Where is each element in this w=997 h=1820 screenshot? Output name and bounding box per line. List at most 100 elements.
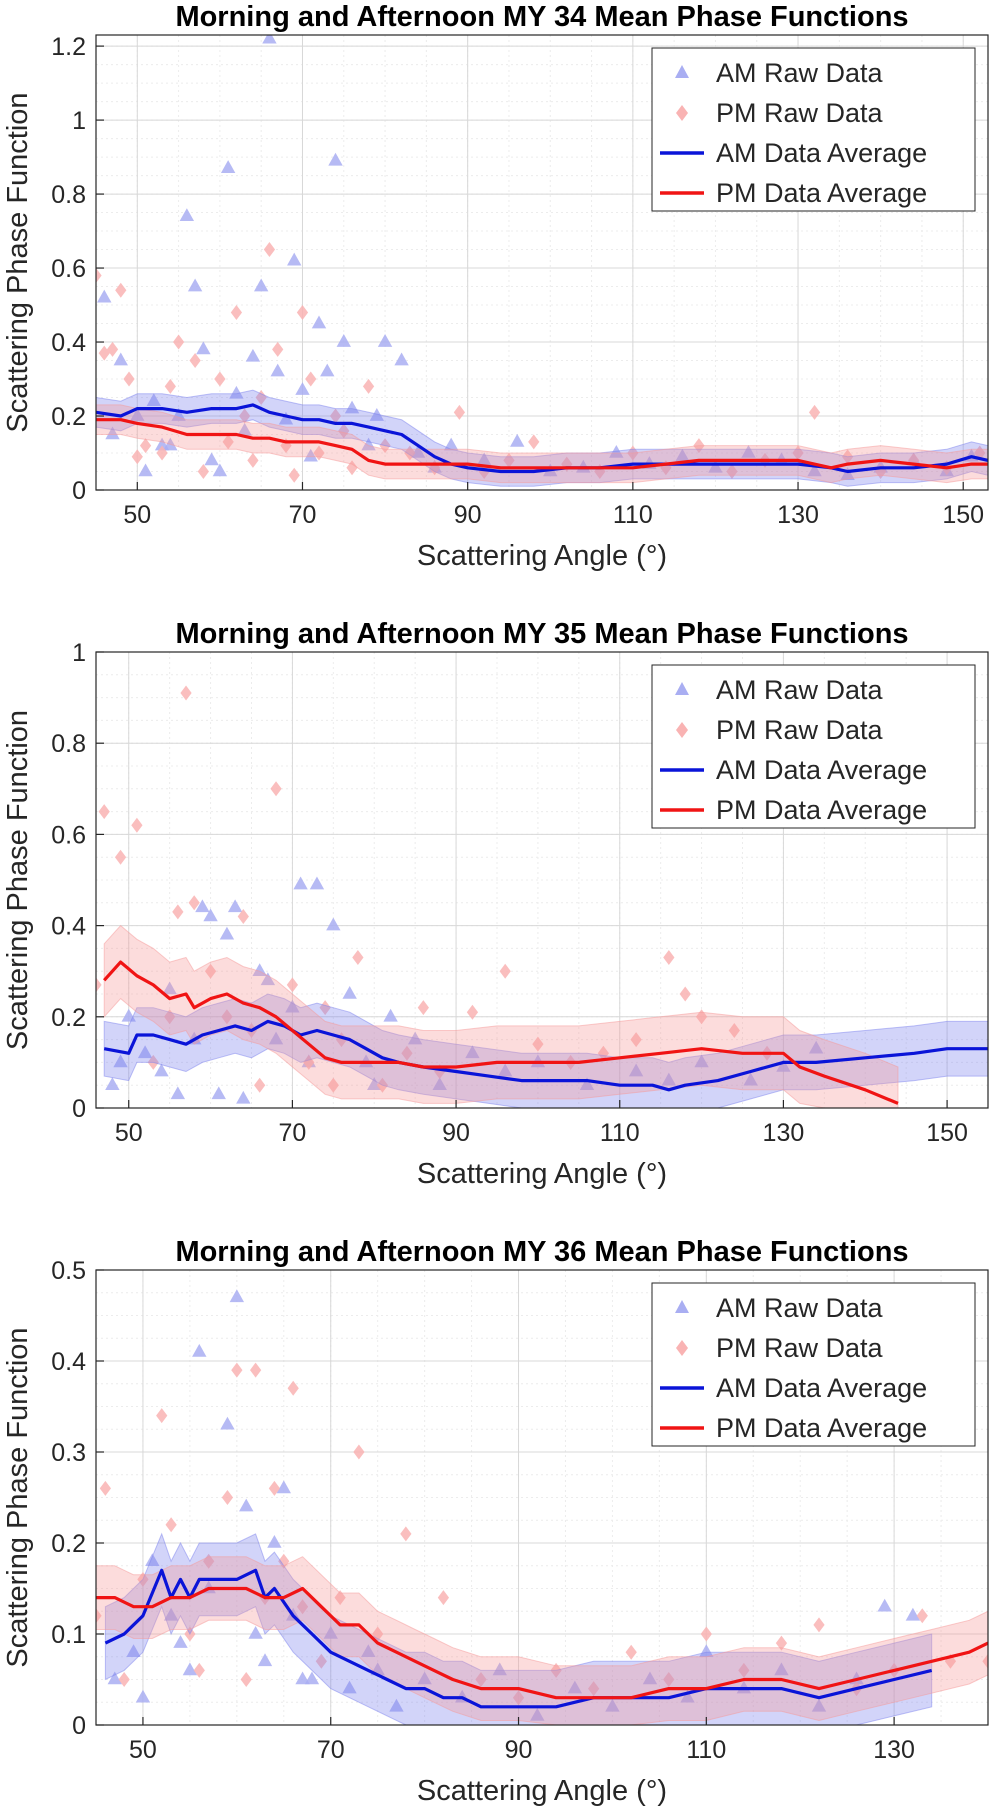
am-raw-point [154,437,170,451]
pm-raw-point [663,950,675,966]
am-raw-point [253,278,269,292]
am-raw-point [344,400,360,414]
pm-raw-point [249,1362,262,1378]
legend-box [651,1282,976,1447]
pm-raw-point [214,371,226,387]
legend: AM Raw Data PM Raw Data AM Data Average PM … [651,1282,976,1447]
am-confidence-band [103,993,988,1108]
am-raw-point [383,1008,398,1022]
am-raw-point [278,411,294,425]
pm-raw-point [189,353,201,369]
pm-raw-point [315,1653,327,1669]
am-raw-point [326,917,341,931]
x-tick-label: 70 [317,1736,345,1764]
pm-raw-point [193,1662,205,1678]
am-raw-point [675,448,690,462]
am-raw-point [661,1072,677,1086]
pm-raw-point [230,304,243,320]
am-raw-point [170,1086,186,1100]
x-axis-label: Scattering Angle (°) [417,540,667,572]
am-raw-point [389,1698,404,1712]
y-axis-label: Scattering Phase Function [2,710,34,1050]
axes-frame [95,1269,989,1726]
am-raw-point [219,926,235,940]
am-raw-point [476,452,492,466]
chart-title: Morning and Afternoon MY 36 Mean Phase F… [175,1236,908,1268]
am-raw-point [605,1698,620,1712]
pm-raw-point [221,1009,233,1025]
am-raw-point [248,1626,263,1639]
am-raw-point [236,1090,251,1104]
pm-raw-point [916,1608,928,1624]
x-tick-label: 110 [613,501,653,529]
pm-raw-point [700,1626,712,1642]
pm-raw-point [400,1526,412,1542]
y-tick-label: 0 [72,1712,86,1740]
pm-raw-point [372,1626,384,1642]
y-tick-label: 0.8 [51,181,86,209]
am-raw-point [154,1063,169,1077]
am-raw-point [257,1653,273,1667]
am-raw-point [465,1045,480,1059]
pm-raw-point [327,1077,339,1093]
axes-frame [95,34,989,491]
pm-raw-point [239,408,251,424]
chart-title: Morning and Afternoon MY 34 Mean Phase F… [175,1,908,33]
legend-pm-raw-icon [676,1340,688,1356]
pm-average-line [96,418,988,470]
am-raw-point [807,463,822,477]
pm-raw-point [131,449,143,465]
legend: AM Raw Data PM Raw Data AM Data Average PM … [651,664,976,829]
x-tick-label: 50 [123,501,151,529]
x-axis-label: Scattering Angle (°) [417,1158,667,1190]
am-raw-point [270,363,285,377]
y-tick-label: 0.2 [51,1530,86,1558]
am-raw-point [367,1077,382,1090]
x-tick-label: 70 [278,1119,306,1147]
pm-raw-point [197,464,209,480]
am-raw-point [377,334,393,347]
am-raw-point [145,1553,160,1566]
am-raw-point [811,1698,827,1712]
pm-raw-point [131,817,143,833]
am-raw-point [267,1535,282,1548]
legend-box [651,47,976,212]
legend: AM Raw Data PM Raw Data AM Data Average PM … [651,47,976,212]
pm-raw-point [625,1644,637,1660]
am-raw-point [530,1707,545,1721]
x-axis-label: Scattering Angle (°) [417,1775,667,1807]
pm-raw-point [114,849,127,865]
am-raw-point [196,341,211,355]
pm-raw-point [532,1036,544,1052]
pm-raw-point [738,1662,750,1678]
pm-raw-point [164,378,176,394]
am-raw-point [212,463,228,477]
pm-raw-point [96,977,102,993]
pm-confidence-band [103,924,899,1108]
am-raw-point [113,1054,128,1068]
pm-raw-point [123,371,135,387]
pm-raw-point [630,1032,642,1048]
pm-raw-point [203,1553,215,1569]
am-raw-point [336,334,351,347]
pm-raw-point [417,1000,429,1016]
pm-raw-point [305,371,317,387]
am-raw-point [211,1086,226,1100]
am-raw-point [262,35,277,44]
y-axis-label: Scattering Phase Function [2,1327,34,1667]
am-raw-point [394,352,409,366]
legend-box [651,664,976,829]
x-tick-label: 130 [873,1736,915,1764]
am-raw-point [567,1680,583,1694]
legend-entry-label: PM Data Average [716,178,927,208]
pm-confidence-band [96,1556,988,1725]
pm-raw-point [329,408,342,424]
pm-raw-point [334,1590,346,1606]
am-raw-point [229,1289,245,1303]
pm-raw-point [437,1590,450,1606]
pm-raw-point [528,434,540,450]
pm-raw-point [466,1004,479,1020]
pm-raw-point [231,1362,243,1378]
am-raw-point [227,899,243,913]
am-raw-point [342,1680,357,1694]
